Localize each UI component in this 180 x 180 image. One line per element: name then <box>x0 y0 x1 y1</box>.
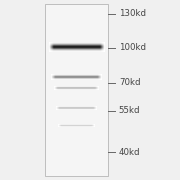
Text: 55kd: 55kd <box>119 106 140 115</box>
Bar <box>45 4 108 176</box>
Text: 70kd: 70kd <box>119 78 140 87</box>
Text: 100kd: 100kd <box>119 43 146 52</box>
Text: 130kd: 130kd <box>119 9 146 18</box>
Text: 40kd: 40kd <box>119 148 140 157</box>
